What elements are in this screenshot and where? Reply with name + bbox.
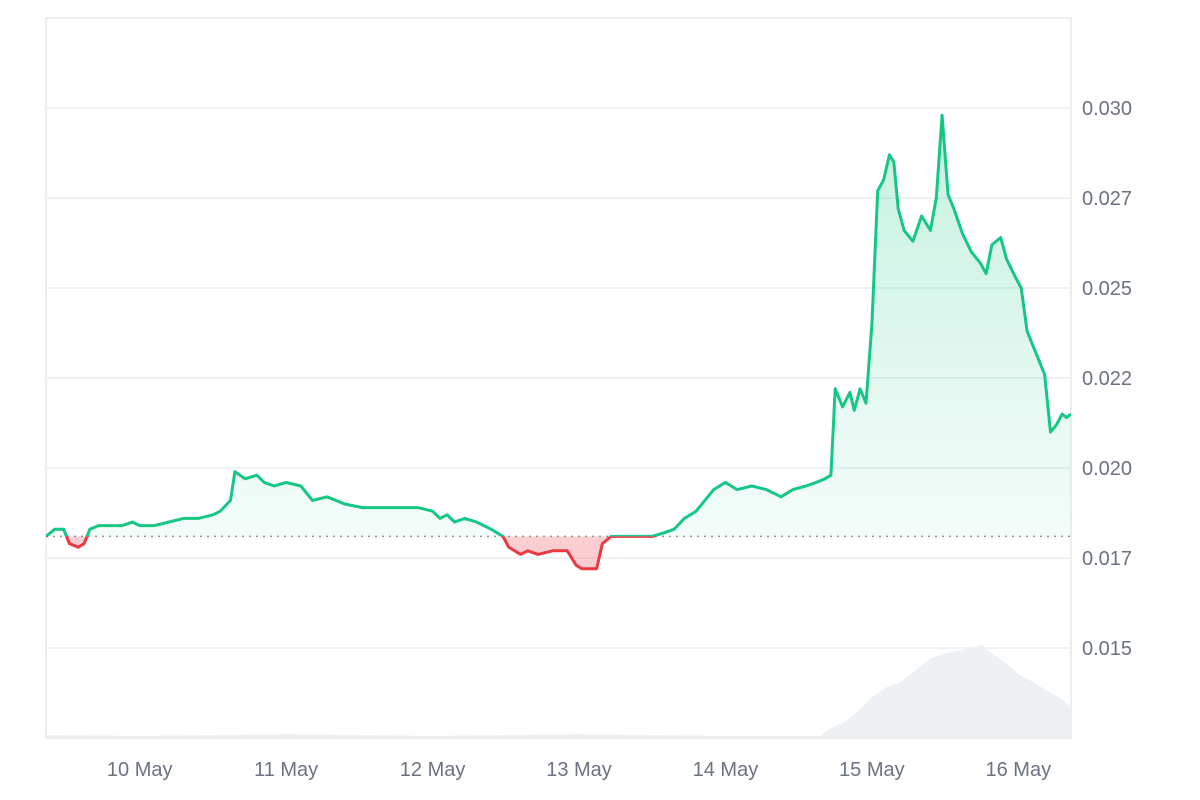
volume-area xyxy=(46,644,1071,738)
y-tick-label: 0.020 xyxy=(1082,458,1132,480)
y-tick-label: 0.015 xyxy=(1082,638,1132,660)
x-tick-label: 14 May xyxy=(693,759,759,781)
price-fill xyxy=(46,115,1071,569)
x-tick-label: 13 May xyxy=(546,759,612,781)
y-tick-label: 0.022 xyxy=(1082,368,1132,390)
x-axis-labels: 10 May 11 May 12 May 13 May 14 May 15 May 16 M… xyxy=(107,759,1051,781)
y-axis-labels: 0.030 0.027 0.025 0.022 0.020 0.017 0.015 xyxy=(1082,98,1132,660)
x-tick-label: 16 May xyxy=(985,759,1051,781)
price-line xyxy=(46,113,1071,571)
x-tick-label: 15 May xyxy=(839,759,905,781)
area-above-baseline xyxy=(46,115,1071,537)
y-tick-label: 0.025 xyxy=(1082,278,1132,300)
x-tick-label: 11 May xyxy=(254,759,318,781)
y-tick-label: 0.017 xyxy=(1082,548,1132,570)
area-below-baseline xyxy=(66,536,612,569)
volume-shape xyxy=(46,644,1071,738)
x-tick-label: 12 May xyxy=(400,759,466,781)
y-tick-label: 0.027 xyxy=(1082,188,1132,210)
y-tick-label: 0.030 xyxy=(1082,98,1132,120)
x-tick-label: 10 May xyxy=(107,759,173,781)
